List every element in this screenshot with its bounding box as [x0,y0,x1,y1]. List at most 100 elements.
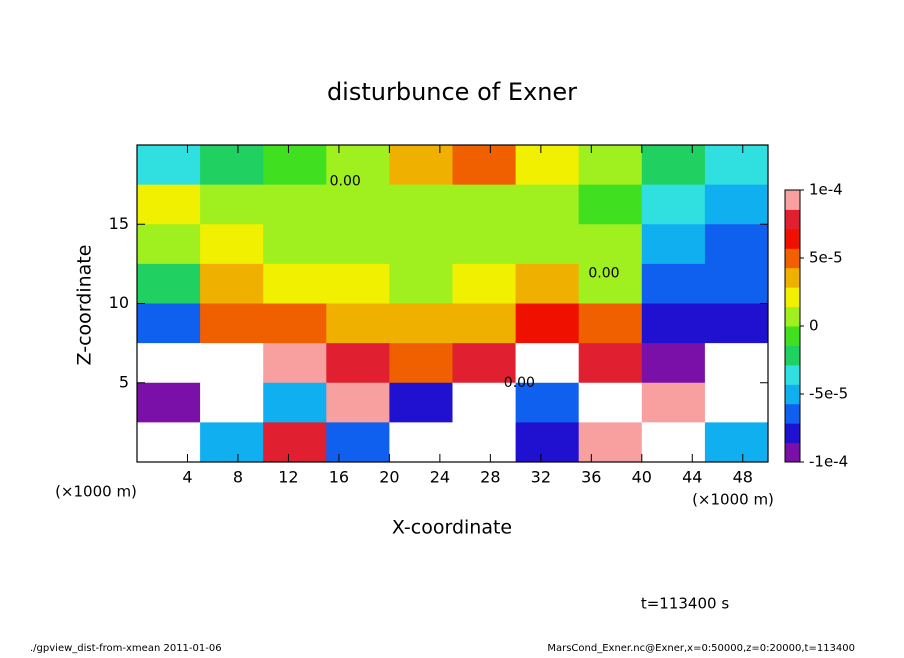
field-cell [326,303,390,344]
field-cell [515,382,580,423]
field-cell [389,343,453,384]
contour-label: 0.00 [330,173,361,189]
field-cell [641,303,706,344]
colorbar-segment [785,287,800,308]
x-tick-label: 36 [581,468,601,487]
field-cell [200,422,264,463]
field-cell [137,184,201,225]
field-cell [389,145,453,186]
x-tick-label: 24 [430,468,450,487]
field-cell [389,422,453,463]
field-cell [200,303,264,344]
field-cell [389,224,453,265]
field-cell [452,422,517,463]
field-cell [389,303,453,344]
colorbar-segment [785,326,800,346]
field-cell [137,224,201,265]
field-cell [263,343,327,384]
field-cell [452,184,517,225]
field-cell [641,382,706,423]
field-cell [137,303,201,344]
field-cell [515,145,580,186]
field-cell [578,343,643,384]
colorbar-segment [785,384,800,405]
field-cell [578,184,643,225]
y-tick-label: 5 [119,372,129,391]
x-axis-label: X-coordinate [392,517,512,539]
field-cell [452,343,517,384]
colorbar-segment [785,267,800,288]
field-cell [137,382,201,423]
field-cell [326,343,390,384]
field-cell [452,145,517,186]
field-cell [389,184,453,225]
x-tick-label: 48 [733,468,753,487]
field-cell [704,145,769,186]
field-cell [389,263,453,304]
field-cell [200,382,264,423]
colorbar-segment [785,423,800,444]
field-cell [137,422,201,463]
field-cell [641,422,706,463]
colorbar-segment [785,403,800,424]
colorbar-segment [785,248,800,269]
x-tick-label: 12 [278,468,298,487]
field-cell [452,303,517,344]
field-cell [641,343,706,384]
field-cell [641,145,706,186]
footer-right: MarsCond_Exner.nc@Exner,x=0:50000,z=0:20… [547,643,855,654]
colorbar-segment [785,190,800,210]
field-cell [263,382,327,423]
field-cell [704,382,769,423]
field-cell [641,224,706,265]
field-cell [263,263,327,304]
x-tick-label: 8 [233,468,243,487]
x-tick-label: 28 [480,468,500,487]
field-cell [578,145,643,186]
colorbar-tick-label: -1e-4 [809,453,848,471]
field-cell [326,224,390,265]
field-cell [641,184,706,225]
field-cell [200,224,264,265]
field-cell [263,145,327,186]
field-cell [704,184,769,225]
colorbar-tick-label: 5e-5 [809,249,843,267]
field-cell [137,263,201,304]
colorbar-segment [785,442,800,463]
contour-label: 0.00 [504,375,535,391]
y-unit: (×1000 m) [55,483,137,501]
colorbar-segment [785,209,800,230]
field-cell [137,343,201,384]
colorbar-tick-label: 1e-4 [809,181,843,199]
field-cell [263,184,327,225]
field-cell [704,224,769,265]
field-cell [326,145,390,186]
field-cell [704,343,769,384]
field-cell [326,184,390,225]
field-cell [452,263,517,304]
field-cell [578,224,643,265]
field-cell [200,184,264,225]
field-cell [452,382,517,423]
field-cell [200,343,264,384]
colorbar-segment [785,345,800,366]
x-tick-label: 40 [632,468,652,487]
time-label: t=113400 s [641,595,729,613]
field-cell [200,145,264,186]
field-cell [263,224,327,265]
y-tick-label: 10 [109,293,129,312]
y-axis-label: Z-coordinate [74,245,96,366]
field-cell [326,263,390,304]
field-cell [578,263,643,304]
field-cell [515,263,580,304]
field-cell [515,303,580,344]
colorbar-segment [785,228,800,249]
field-cell [578,422,643,463]
field-cell [704,263,769,304]
x-tick-label: 20 [379,468,399,487]
field-cell [452,224,517,265]
x-tick-label: 4 [182,468,192,487]
colorbar-segment [785,306,800,327]
field-cell [704,303,769,344]
